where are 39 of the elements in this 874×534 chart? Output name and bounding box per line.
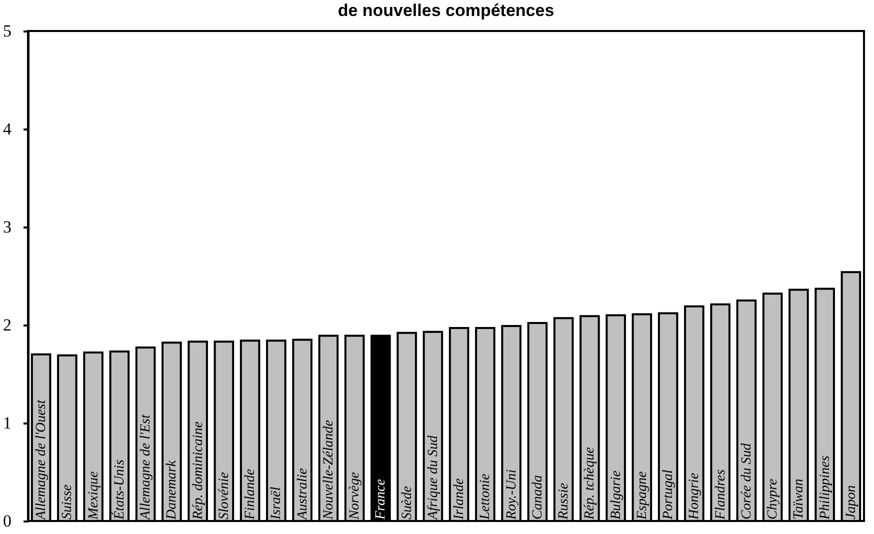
x-tick-label: Portugal [661, 470, 676, 520]
x-tick-label: Espagne [634, 471, 650, 520]
x-tick-label: Danemark [164, 460, 180, 520]
x-tick-label: Rép. tchèque [582, 447, 598, 520]
x-tick-label: Bulgarie [608, 470, 624, 520]
x-tick-label: France [374, 479, 389, 520]
y-tick-label: 1 [3, 414, 12, 432]
x-tick-label: Lettonie [478, 474, 494, 520]
y-tick-label: 3 [3, 218, 12, 236]
x-tick-label: Hongrie [687, 472, 702, 520]
x-tick-label: Finlande [243, 468, 258, 520]
x-tick-label: Philippines [818, 455, 833, 520]
x-tick-label: Suisse [60, 484, 76, 520]
x-tick-label: Irlande [452, 478, 468, 520]
x-tick-label: Roy.-Uni [504, 469, 520, 520]
x-tick-label: Chypre [766, 478, 781, 520]
x-tick-label: États-Unis [110, 459, 128, 520]
x-tick-label: Afrique du Sud [426, 434, 441, 520]
x-tick-label: Australie [295, 468, 310, 520]
x-tick-label: Flandres [713, 468, 728, 520]
y-tick-label: 5 [3, 22, 12, 40]
x-tick-label: Rép. dominicaine [190, 422, 206, 520]
x-tick-label: Israël [269, 486, 284, 520]
x-tick-label: Allemagne de l'Ouest [34, 398, 50, 520]
chart-title: de nouvelles compétences [338, 1, 554, 20]
x-tick-label: Allemagne de l'Est [138, 414, 154, 520]
x-tick-label: Norvège [348, 472, 363, 520]
x-tick-label: Slovénie [216, 472, 232, 520]
x-tick-label: Russie [556, 482, 572, 520]
x-tick-label: Corée du Sud [739, 442, 754, 520]
y-tick-label: 4 [3, 120, 12, 138]
x-tick-label: Taïwan [792, 478, 807, 520]
x-tick-label: Mexique [86, 471, 102, 520]
x-tick-label: Canada [530, 475, 546, 520]
x-tick-label: Nouvelle-Zélande [321, 420, 336, 520]
y-tick-label: 0 [3, 512, 12, 530]
x-tick-label: Japon [844, 485, 859, 520]
y-tick-label: 2 [3, 316, 12, 334]
x-tick-label: Suède [400, 486, 415, 520]
